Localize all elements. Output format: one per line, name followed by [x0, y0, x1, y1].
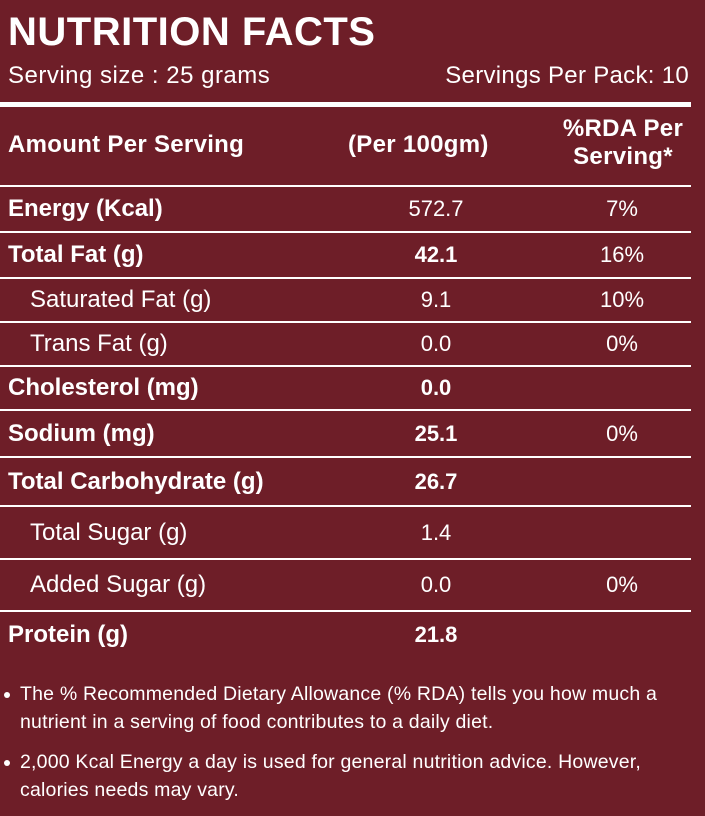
table-row: Total Carbohydrate (g) 26.7	[0, 458, 691, 507]
table-row: Trans Fat (g) 0.0 0%	[0, 323, 691, 367]
footnotes: The % Recommended Dietary Allowance (% R…	[0, 680, 705, 816]
row-label: Total Carbohydrate (g)	[8, 467, 264, 495]
row-rda: 10%	[599, 287, 645, 312]
footnote-item: The % Recommended Dietary Allowance (% R…	[0, 680, 705, 736]
bullet-icon	[4, 692, 10, 698]
table-row: Cholesterol (mg) 0.0	[0, 367, 691, 411]
table-row: Protein (g) 21.8	[0, 612, 691, 658]
row-rda: 7%	[606, 196, 638, 221]
table-header: Amount Per Serving (Per 100gm) %RDA Per …	[0, 107, 691, 187]
row-label: Sodium (mg)	[8, 419, 155, 447]
nutrition-table: Amount Per Serving (Per 100gm) %RDA Per …	[0, 107, 691, 658]
table-row: Sodium (mg) 25.1 0%	[0, 411, 691, 458]
header-per-100gm: (Per 100gm)	[348, 131, 489, 158]
row-rda: 0%	[606, 572, 638, 597]
table-row: Energy (Kcal) 572.7 7%	[0, 187, 691, 233]
header-rda-line1: %RDA Per	[562, 115, 684, 142]
header-rda: %RDA Per Serving*	[548, 115, 698, 171]
table-row: Total Fat (g) 42.1 16%	[0, 233, 691, 279]
table-row: Added Sugar (g) 0.0 0%	[0, 560, 691, 612]
serving-info: Serving size : 25 grams Servings Per Pac…	[0, 58, 705, 98]
row-label: Saturated Fat (g)	[30, 286, 212, 313]
row-per100: 25.1	[414, 420, 458, 446]
row-rda: 16%	[599, 242, 645, 267]
row-label: Cholesterol (mg)	[8, 374, 199, 401]
serving-size: Serving size : 25 grams	[8, 62, 271, 89]
header-amount-per-serving: Amount Per Serving	[8, 131, 245, 158]
row-per100: 0.0	[420, 331, 452, 356]
footnote-text: The % Recommended Dietary Allowance (% R…	[20, 683, 658, 733]
row-rda: 0%	[606, 331, 638, 356]
footnote-item: 2,000 Kcal Energy a day is used for gene…	[0, 748, 705, 804]
header-rda-line2: Serving*	[573, 143, 673, 170]
row-label: Total Sugar (g)	[30, 518, 188, 546]
row-label: Total Fat (g)	[8, 241, 144, 268]
divider-thick	[0, 102, 691, 107]
row-per100: 1.4	[420, 519, 452, 545]
table-row: Saturated Fat (g) 9.1 10%	[0, 279, 691, 323]
row-label: Protein (g)	[8, 621, 128, 648]
row-label: Energy (Kcal)	[8, 195, 163, 222]
row-label: Trans Fat (g)	[30, 330, 168, 357]
row-rda: 0%	[606, 420, 638, 446]
row-per100: 0.0	[420, 572, 452, 597]
row-per100: 42.1	[414, 242, 458, 267]
row-per100: 21.8	[414, 622, 458, 647]
nutrition-facts-title: NUTRITION FACTS	[8, 10, 376, 54]
row-per100: 9.1	[420, 287, 452, 312]
row-label: Added Sugar (g)	[30, 571, 207, 598]
servings-per-pack: Servings Per Pack: 10	[445, 62, 689, 89]
bullet-icon	[4, 760, 10, 766]
table-row: Total Sugar (g) 1.4	[0, 507, 691, 560]
row-per100: 26.7	[414, 468, 458, 494]
row-per100: 572.7	[408, 196, 464, 221]
row-per100: 0.0	[420, 375, 452, 400]
footnote-text: 2,000 Kcal Energy a day is used for gene…	[20, 751, 642, 801]
